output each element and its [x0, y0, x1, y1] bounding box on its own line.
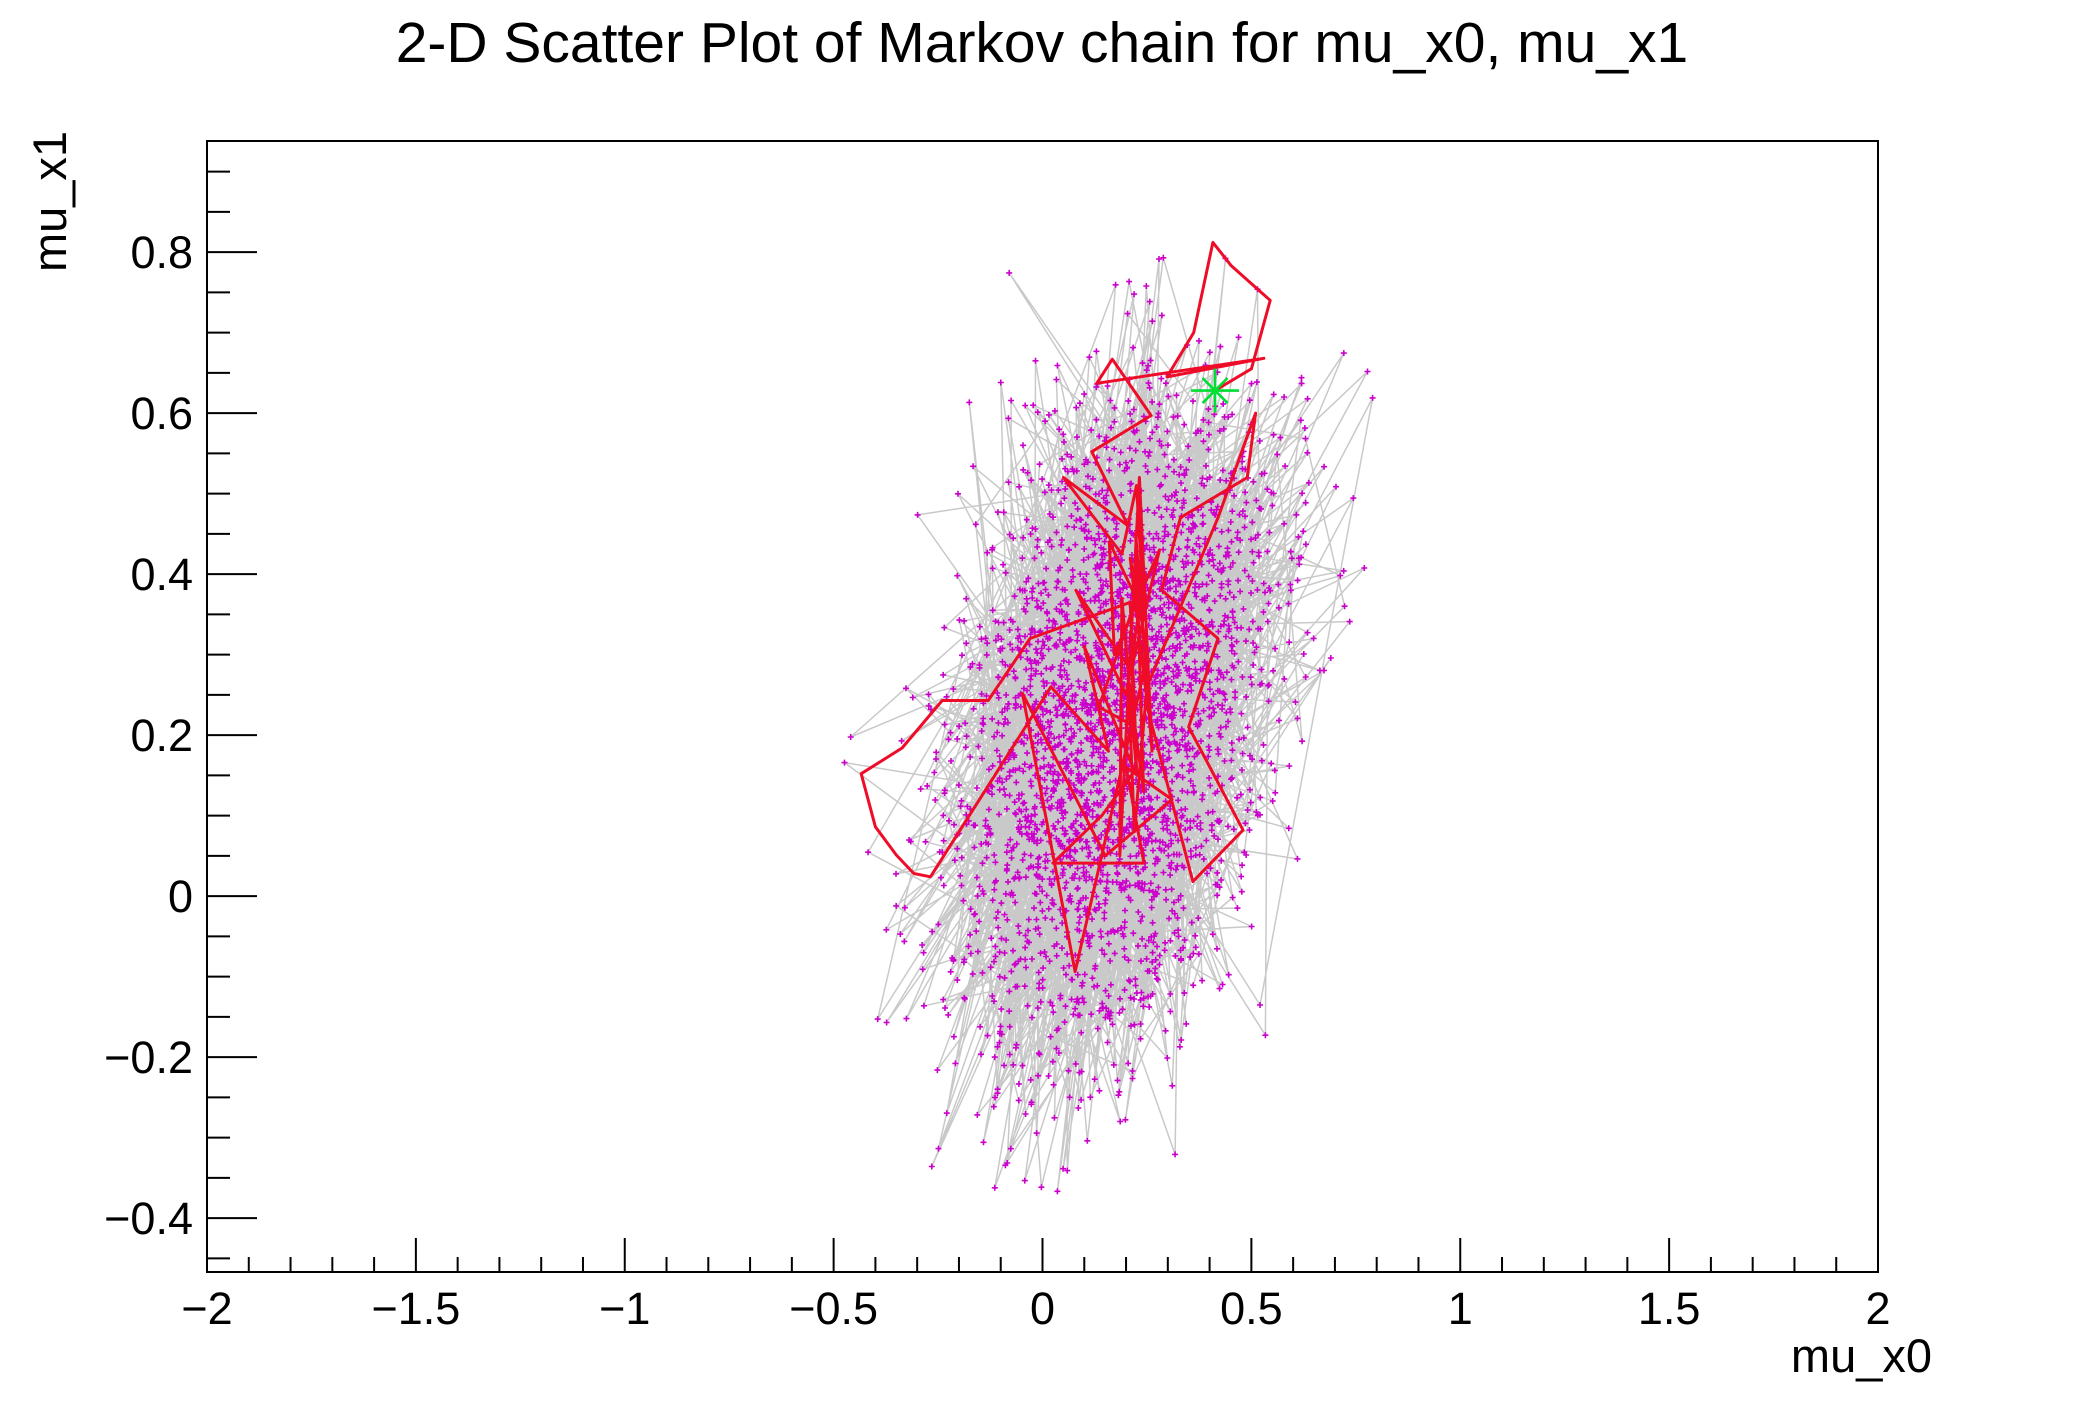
y-tick-label: 0.2: [130, 710, 193, 761]
y-tick-label: 0.8: [130, 227, 193, 278]
x-tick-label: 0: [1030, 1283, 1055, 1334]
y-tick-labels: −0.4 −0.2 0 0.2 0.4 0.6 0.8: [104, 227, 193, 1244]
y-axis-title: mu_x1: [23, 131, 76, 272]
x-tick-label: −1.5: [371, 1283, 460, 1334]
x-tick-label: 1.5: [1638, 1283, 1701, 1334]
y-tick-label: 0: [168, 871, 193, 922]
y-tick-label: 0.4: [130, 549, 193, 600]
x-tick-label: 2: [1865, 1283, 1890, 1334]
chart-title: 2-D Scatter Plot of Markov chain for mu_…: [396, 11, 1689, 75]
y-tick-label: 0.6: [130, 388, 193, 439]
x-tick-label: 0.5: [1220, 1283, 1283, 1334]
start-marker-star: [1191, 368, 1240, 413]
x-axis-ticks: [206, 1238, 1879, 1272]
y-tick-label: −0.4: [104, 1193, 193, 1244]
recent-chain-path: [859, 240, 1272, 974]
x-tick-label: −0.5: [789, 1283, 878, 1334]
x-axis-title: mu_x0: [1791, 1329, 1932, 1382]
y-axis-ticks: [207, 170, 257, 1260]
x-tick-label: −1: [599, 1283, 650, 1334]
y-tick-label: −0.2: [104, 1032, 193, 1083]
x-tick-label: −2: [181, 1283, 232, 1334]
x-tick-labels: −2 −1.5 −1 −0.5 0 0.5 1 1.5 2: [181, 1283, 1890, 1334]
x-tick-label: 1: [1448, 1283, 1473, 1334]
